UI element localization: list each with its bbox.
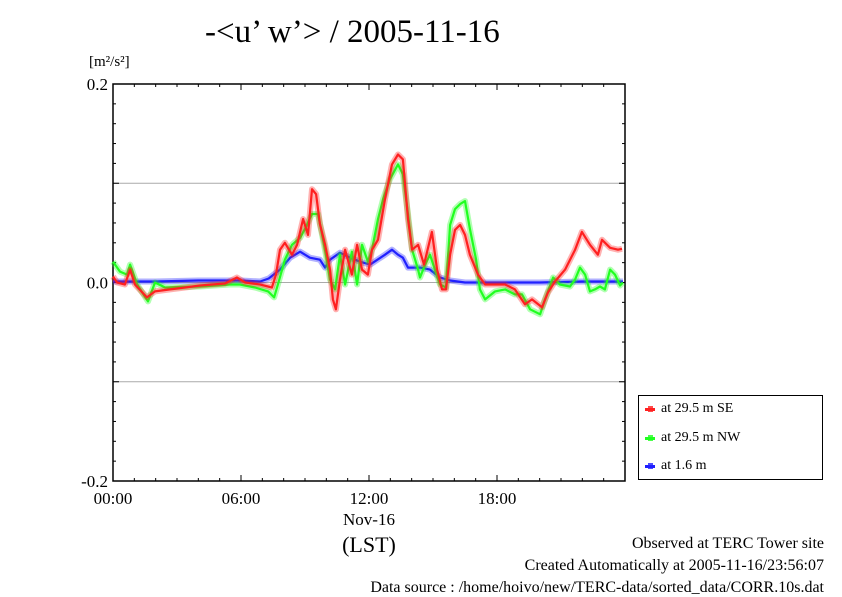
- x-tick-label: 00:00: [94, 489, 133, 508]
- legend-label: at 1.6 m: [661, 458, 707, 473]
- legend-label: at 29.5 m SE: [661, 401, 734, 416]
- chart-title: -<u’ w’> / 2005-11-16: [205, 14, 500, 50]
- footer-created: Created Automatically at 2005-11-16/23:5…: [524, 557, 824, 574]
- legend-swatch: [645, 405, 655, 412]
- legend-label: at 29.5 m NW: [661, 430, 741, 445]
- y-tick-label: 0.2: [87, 75, 108, 94]
- legend-swatch: [645, 462, 655, 469]
- y-tick-label: 0.0: [87, 274, 108, 293]
- x-tick-label: 18:00: [478, 489, 517, 508]
- x-tick-label: 06:00: [222, 489, 261, 508]
- y-tick-label: -0.2: [81, 472, 108, 491]
- legend: at 29.5 m SE at 29.5 m NW at 1.6 m: [638, 395, 823, 480]
- legend-item: at 29.5 m SE: [645, 401, 733, 417]
- x-date-label: Nov-16: [343, 510, 395, 529]
- legend-item: at 29.5 m NW: [645, 430, 740, 446]
- footer-source: Data source : /home/hoivo/new/TERC-data/…: [370, 579, 824, 596]
- footer-observed: Observed at TERC Tower site: [631, 535, 824, 552]
- legend-swatch: [645, 434, 655, 441]
- y-axis-unit: [m²/s²]: [89, 54, 130, 70]
- x-tick-label: 12:00: [350, 489, 389, 508]
- series-line: [112, 153, 623, 311]
- legend-item: at 1.6 m: [645, 458, 707, 474]
- x-axis-label: (LST): [342, 532, 396, 557]
